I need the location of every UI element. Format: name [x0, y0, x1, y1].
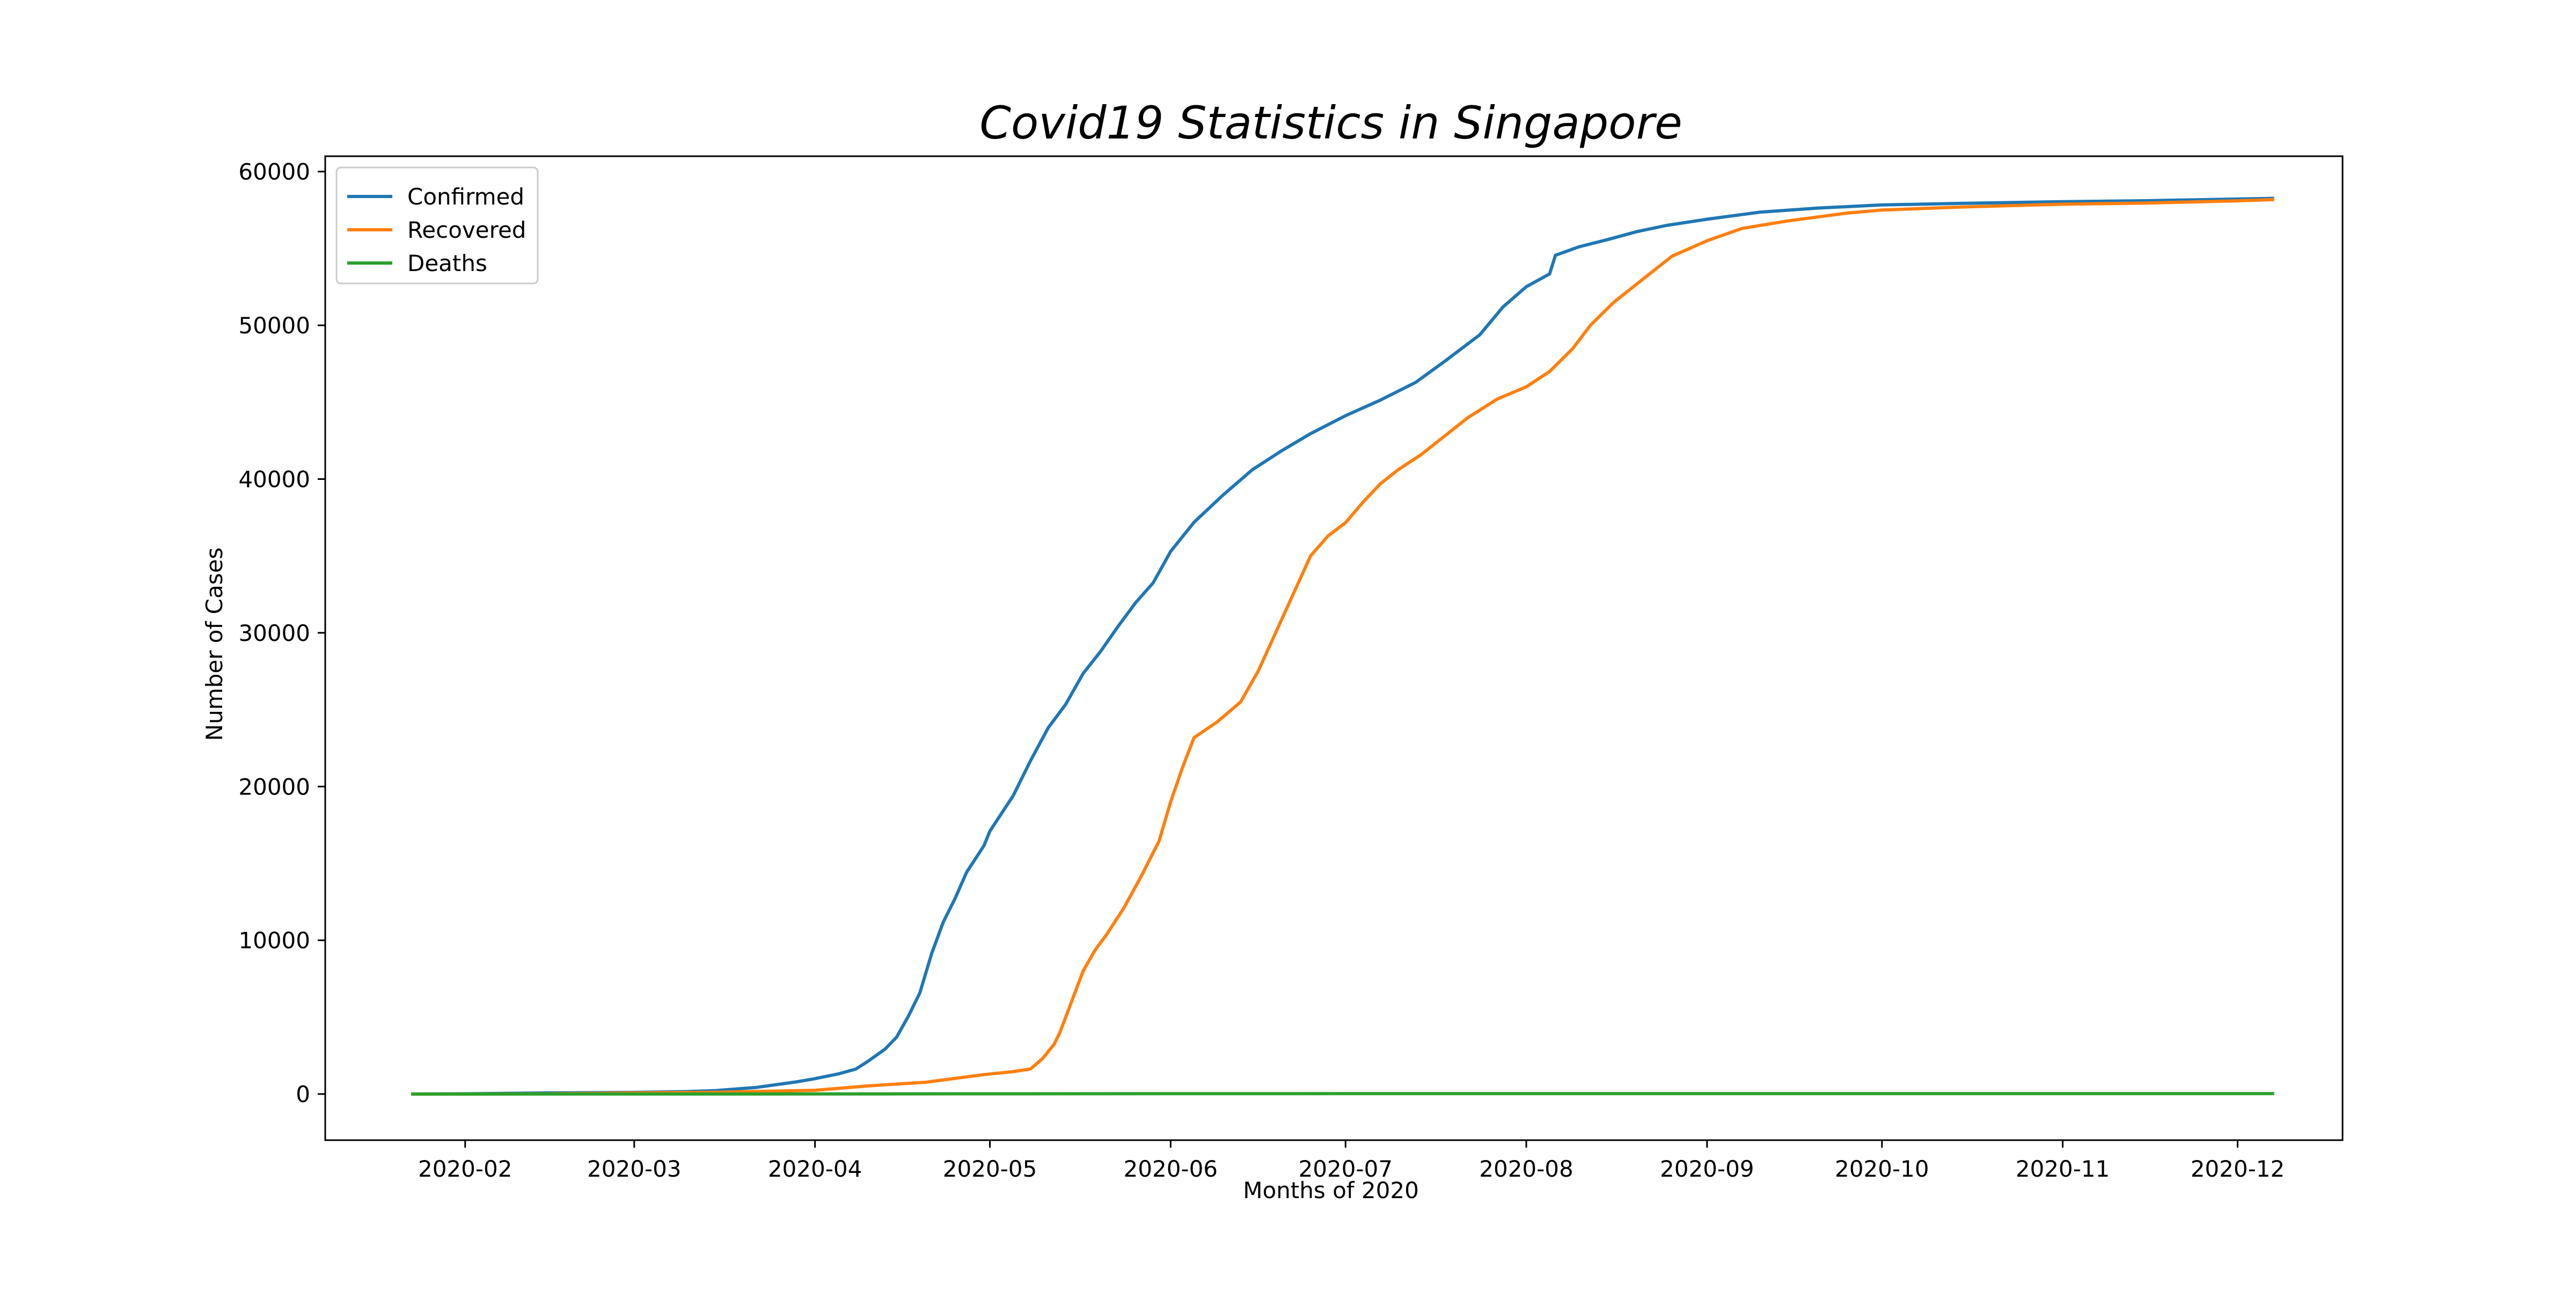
- x-axis: 2020-02 2020-03 2020-04 2020-05 2020-06 2020-…: [418, 1140, 2285, 1182]
- chart-title: Covid19 Statistics in Singapore: [979, 97, 1682, 149]
- x-tick-label: 2020-05: [943, 1156, 1037, 1182]
- y-tick-label: 40000: [238, 466, 310, 492]
- x-tick-label: 2020-08: [1479, 1156, 1574, 1182]
- series-line-confirmed: [411, 196, 2274, 1096]
- y-axis-label: Number of Cases: [201, 548, 228, 741]
- x-tick-label: 2020-09: [1660, 1156, 1754, 1182]
- x-tick-label: 2020-03: [587, 1156, 682, 1182]
- x-tick-label: 2020-07: [1298, 1156, 1393, 1182]
- series-line-recovered: [411, 198, 2274, 1096]
- plot-frame: [324, 155, 2344, 1141]
- x-tick-label: 2020-10: [1835, 1156, 1929, 1182]
- legend-label-deaths: Deaths: [407, 250, 487, 276]
- legend: Confirmed Recovered Deaths: [335, 166, 539, 285]
- x-tick-label: 2020-12: [2191, 1156, 2285, 1182]
- x-tick-label: 2020-02: [418, 1156, 513, 1182]
- y-axis: 0 10000 20000 30000 40000 50000 60000: [238, 159, 325, 1107]
- x-tick-label: 2020-06: [1124, 1156, 1218, 1182]
- x-tick-label: 2020-11: [2016, 1156, 2110, 1182]
- series-line-deaths: [411, 1092, 2274, 1096]
- y-tick-label: 10000: [238, 928, 310, 954]
- x-axis-label: Months of 2020: [1243, 1177, 1419, 1204]
- legend-label-recovered: Recovered: [407, 217, 526, 243]
- y-tick-label: 20000: [238, 774, 310, 800]
- legend-label-confirmed: Confirmed: [407, 184, 524, 210]
- y-tick-label: 50000: [238, 312, 310, 339]
- x-tick-label: 2020-04: [768, 1156, 862, 1182]
- y-tick-label: 0: [296, 1081, 310, 1107]
- plot-area: [324, 155, 2344, 1141]
- y-tick-label: 30000: [238, 620, 310, 646]
- y-tick-label: 60000: [238, 159, 310, 185]
